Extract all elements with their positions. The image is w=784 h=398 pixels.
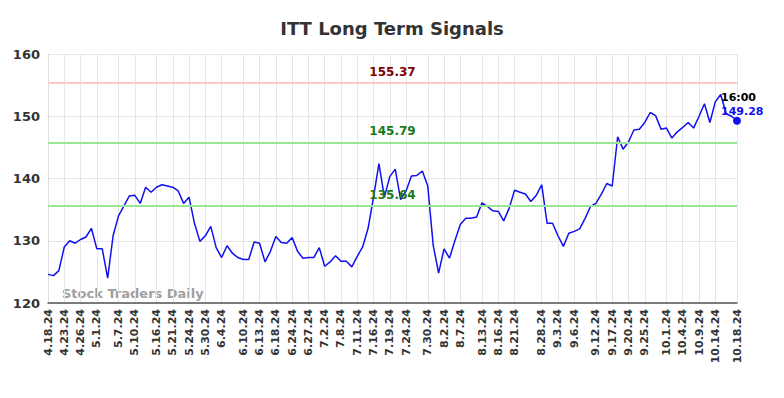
svg-text:155.37: 155.37 bbox=[369, 65, 415, 79]
svg-text:7.8.24: 7.8.24 bbox=[334, 309, 347, 348]
svg-text:9.3.24: 9.3.24 bbox=[551, 309, 564, 348]
svg-text:5.30.24: 5.30.24 bbox=[199, 309, 212, 356]
svg-text:140: 140 bbox=[13, 171, 40, 186]
svg-text:5.7.24: 5.7.24 bbox=[112, 309, 125, 348]
svg-text:6.4.24: 6.4.24 bbox=[215, 309, 228, 348]
svg-text:6.27.24: 6.27.24 bbox=[302, 309, 315, 356]
svg-text:8.2.24: 8.2.24 bbox=[438, 309, 451, 348]
svg-text:7.30.24: 7.30.24 bbox=[421, 309, 434, 356]
svg-text:130: 130 bbox=[13, 233, 40, 248]
svg-text:10.1.24: 10.1.24 bbox=[660, 309, 673, 356]
svg-text:9.17.24: 9.17.24 bbox=[606, 309, 619, 356]
svg-text:8.21.24: 8.21.24 bbox=[508, 309, 521, 356]
svg-text:5.24.24: 5.24.24 bbox=[183, 309, 196, 356]
svg-text:10.18.24: 10.18.24 bbox=[731, 309, 744, 364]
svg-text:8.13.24: 8.13.24 bbox=[476, 309, 489, 356]
svg-text:4.18.24: 4.18.24 bbox=[42, 309, 55, 356]
svg-text:120: 120 bbox=[13, 296, 40, 311]
svg-text:4.26.24: 4.26.24 bbox=[74, 309, 87, 356]
svg-text:149.28: 149.28 bbox=[721, 105, 763, 118]
svg-text:8.16.24: 8.16.24 bbox=[492, 309, 505, 356]
svg-text:7.24.24: 7.24.24 bbox=[400, 309, 413, 356]
svg-text:6.13.24: 6.13.24 bbox=[253, 309, 266, 356]
svg-text:7.2.24: 7.2.24 bbox=[318, 309, 331, 348]
svg-text:8.28.24: 8.28.24 bbox=[535, 309, 548, 356]
svg-text:5.16.24: 5.16.24 bbox=[150, 309, 163, 356]
svg-text:9.6.24: 9.6.24 bbox=[568, 309, 581, 348]
svg-text:10.4.24: 10.4.24 bbox=[676, 309, 689, 356]
svg-text:10.9.24: 10.9.24 bbox=[693, 309, 706, 356]
svg-text:145.79: 145.79 bbox=[369, 124, 415, 138]
svg-text:8.7.24: 8.7.24 bbox=[454, 309, 467, 348]
svg-text:10.14.24: 10.14.24 bbox=[709, 309, 722, 364]
svg-text:5.21.24: 5.21.24 bbox=[166, 309, 179, 356]
svg-text:9.12.24: 9.12.24 bbox=[589, 309, 602, 356]
svg-text:6.18.24: 6.18.24 bbox=[269, 309, 282, 356]
svg-text:6.24.24: 6.24.24 bbox=[286, 309, 299, 356]
svg-text:150: 150 bbox=[13, 109, 40, 124]
svg-text:7.16.24: 7.16.24 bbox=[367, 309, 380, 356]
svg-text:7.19.24: 7.19.24 bbox=[383, 309, 396, 356]
svg-text:4.23.24: 4.23.24 bbox=[58, 309, 71, 356]
svg-text:6.10.24: 6.10.24 bbox=[237, 309, 250, 356]
svg-text:5.1.24: 5.1.24 bbox=[90, 309, 103, 348]
svg-text:135.64: 135.64 bbox=[369, 188, 415, 202]
svg-text:7.11.24: 7.11.24 bbox=[351, 309, 364, 356]
svg-text:Stock Traders Daily: Stock Traders Daily bbox=[62, 286, 204, 301]
svg-text:16:00: 16:00 bbox=[721, 91, 756, 104]
svg-text:5.10.24: 5.10.24 bbox=[128, 309, 141, 356]
svg-text:9.20.24: 9.20.24 bbox=[622, 309, 635, 356]
svg-text:160: 160 bbox=[13, 47, 40, 62]
svg-text:ITT Long Term Signals: ITT Long Term Signals bbox=[280, 18, 504, 39]
svg-text:9.25.24: 9.25.24 bbox=[638, 309, 651, 356]
